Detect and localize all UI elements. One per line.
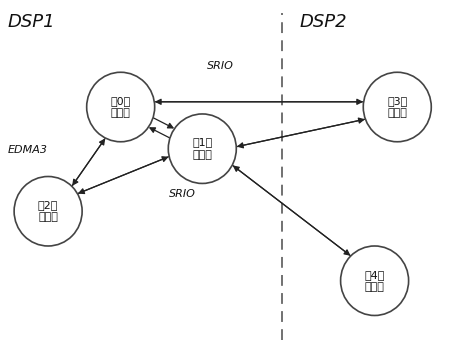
Text: 第2号
处理器: 第2号 处理器 [38, 200, 58, 222]
Ellipse shape [87, 72, 155, 142]
Text: 第1号
处理器: 第1号 处理器 [192, 138, 213, 160]
Ellipse shape [341, 246, 409, 316]
Text: 第3号
处理器: 第3号 处理器 [387, 96, 408, 118]
Text: SRIO: SRIO [207, 60, 234, 71]
Ellipse shape [168, 114, 236, 184]
Text: EDMA3: EDMA3 [7, 145, 47, 155]
Ellipse shape [14, 176, 82, 246]
Text: 第0号
处理器: 第0号 处理器 [111, 96, 131, 118]
Text: DSP1: DSP1 [7, 13, 55, 31]
Text: DSP2: DSP2 [300, 13, 347, 31]
Text: SRIO: SRIO [168, 189, 196, 199]
Ellipse shape [363, 72, 431, 142]
Text: 第4号
处理器: 第4号 处理器 [364, 270, 385, 292]
